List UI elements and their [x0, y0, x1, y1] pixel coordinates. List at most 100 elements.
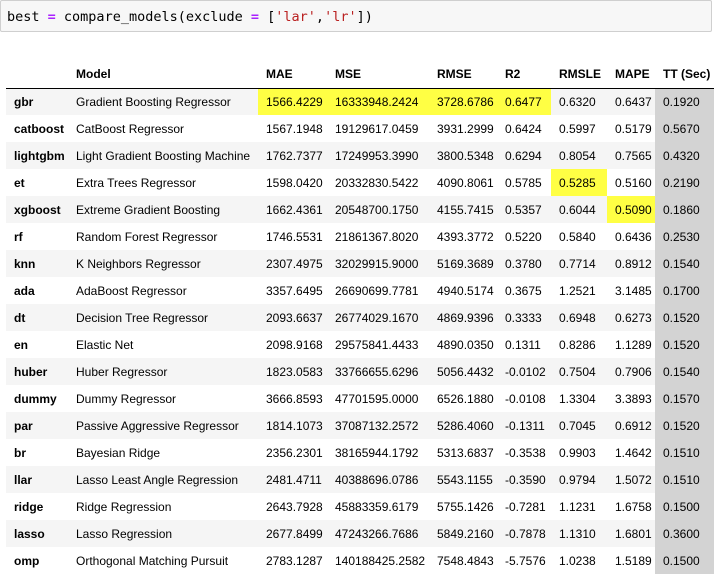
rmse-cell: 3800.5348: [437, 148, 494, 163]
rmse-cell: 5543.1155: [437, 472, 493, 487]
r2-cell: 0.3675: [505, 283, 542, 298]
model-name: K Neighbors Regressor: [76, 256, 201, 271]
rmse-cell: 4890.0350: [437, 337, 494, 352]
r2-cell: 0.6294: [505, 148, 542, 163]
model-key: catboost: [14, 121, 65, 136]
mape-cell: 1.4642: [615, 445, 652, 460]
rmse-cell: 7548.4843: [437, 553, 494, 568]
r2-cell: -0.7281: [505, 499, 546, 514]
mse-cell: 40388696.0786: [335, 472, 419, 487]
mape-cell: 3.3893: [615, 391, 652, 406]
mse-cell: 140188425.2582: [335, 553, 426, 568]
model-key: dummy: [14, 391, 57, 406]
mae-cell: 2356.2301: [266, 445, 323, 460]
model-name: Lasso Least Angle Regression: [76, 472, 239, 487]
rmse-cell: 4940.5174: [437, 283, 494, 298]
model-key: par: [14, 418, 33, 433]
tt-sec-cell: 0.3600: [655, 520, 714, 547]
rmsle-cell: 0.8054: [559, 148, 596, 163]
r2-cell: -0.7878: [505, 526, 546, 541]
rmsle-cell: 0.5840: [559, 229, 596, 244]
model-key: gbr: [14, 94, 34, 109]
model-header: Model: [68, 60, 258, 89]
table-row: en Elastic Net 2098.9168 29575841.4433 4890.…: [6, 331, 714, 358]
model-key: ada: [14, 283, 35, 298]
model-key: br: [14, 445, 26, 460]
mape-cell: 1.5072: [615, 472, 652, 487]
rmse-cell: 5286.4060: [437, 418, 494, 433]
rmse-cell: 4869.9396: [437, 310, 494, 325]
mae-cell: 2093.6637: [266, 310, 323, 325]
mae-cell: 3357.6495: [266, 283, 323, 298]
mae-cell: 3666.8593: [266, 391, 323, 406]
tt-sec-cell: 0.1520: [655, 331, 714, 358]
code-token: =: [250, 9, 260, 25]
model-key: huber: [14, 364, 48, 379]
r2-cell: 0.1311: [505, 337, 541, 352]
code-token: [: [259, 9, 276, 25]
mse-cell: 19129617.0459: [335, 121, 419, 136]
r2-header: R2: [497, 60, 551, 89]
mape-cell: 0.5179: [615, 121, 652, 136]
rmse-cell: 5169.3689: [437, 256, 494, 271]
tt-sec-cell: 0.1860: [655, 196, 714, 223]
mape-cell: 0.7565: [615, 148, 652, 163]
model-key: knn: [14, 256, 36, 271]
mape-cell: 0.6912: [615, 418, 652, 433]
tt-sec-cell: 0.2190: [655, 169, 714, 196]
rmsle-cell: 0.6044: [559, 202, 596, 217]
mape-cell: 0.5090: [607, 196, 655, 223]
mse-cell: 38165944.1792: [335, 445, 419, 460]
model-name: Light Gradient Boosting Machine: [76, 148, 251, 163]
tt-sec-cell: 0.1540: [655, 358, 714, 385]
r2-cell: 0.3333: [505, 310, 542, 325]
table-row: br Bayesian Ridge 2356.2301 38165944.1792 53…: [6, 439, 714, 466]
model-name: Ridge Regression: [76, 499, 172, 514]
code-cell[interactable]: best = compare_models(exclude = ['lar','…: [0, 0, 712, 32]
mae-cell: 2643.7928: [266, 499, 323, 514]
r2-cell: -0.0102: [505, 364, 546, 379]
model-name: CatBoost Regressor: [76, 121, 185, 136]
mape-cell: 1.6801: [615, 526, 652, 541]
table-row: lightgbm Light Gradient Boosting Machine 1…: [6, 142, 714, 169]
table-row: lasso Lasso Regression 2677.8499 47243266.7…: [6, 520, 714, 547]
rmsle-cell: 1.1310: [559, 526, 596, 541]
code-token: =: [47, 9, 56, 25]
tt-sec-cell: 0.2530: [655, 223, 714, 250]
mse-cell: 45883359.6179: [335, 499, 419, 514]
mae-cell: 2481.4711: [266, 472, 322, 487]
r2-cell: -0.3590: [505, 472, 546, 487]
rmse-cell: 4090.8061: [437, 175, 494, 190]
model-key: en: [14, 337, 29, 352]
rmsle-cell: 0.8286: [559, 337, 596, 352]
r2-cell: 0.6424: [505, 121, 542, 136]
tt-sec-cell: 0.1510: [655, 466, 714, 493]
rmse-cell: 6526.1880: [437, 391, 494, 406]
tt-sec-cell: 0.1520: [655, 412, 714, 439]
code-line[interactable]: best = compare_models(exclude = ['lar','…: [7, 7, 373, 27]
rmse-cell: 4393.3772: [437, 229, 494, 244]
mape-cell: 1.1289: [615, 337, 652, 352]
mse-cell: 20332830.5422: [335, 175, 419, 190]
mse-cell: 37087132.2572: [335, 418, 419, 433]
table-row: ada AdaBoost Regressor 3357.6495 26690699.7…: [6, 277, 714, 304]
mape-cell: 1.6758: [615, 499, 652, 514]
table-row: dt Decision Tree Regressor 2093.6637 267740…: [6, 304, 714, 331]
code-token: compare_models(exclude: [55, 9, 251, 25]
table-row: rf Random Forest Regressor 1746.5531 218613…: [6, 223, 714, 250]
tt-sec-cell: 0.1570: [655, 385, 714, 412]
rmsle-cell: 0.6320: [559, 94, 596, 109]
code-token: ,: [315, 9, 325, 25]
model-name: Elastic Net: [76, 337, 134, 352]
model-key: xgboost: [14, 202, 61, 217]
r2-cell: 0.5357: [505, 202, 542, 217]
mape-cell: 3.1485: [615, 283, 652, 298]
mae-cell: 1598.0420: [266, 175, 323, 190]
mae-header: MAE: [258, 60, 327, 89]
rmsle-cell: 0.7714: [559, 256, 596, 271]
model-key: lasso: [14, 526, 45, 541]
tt-sec-cell: 0.5670: [655, 115, 714, 142]
index-header: [6, 60, 68, 89]
r2-cell: -0.3538: [505, 445, 546, 460]
mape-cell: 0.6436: [615, 229, 652, 244]
